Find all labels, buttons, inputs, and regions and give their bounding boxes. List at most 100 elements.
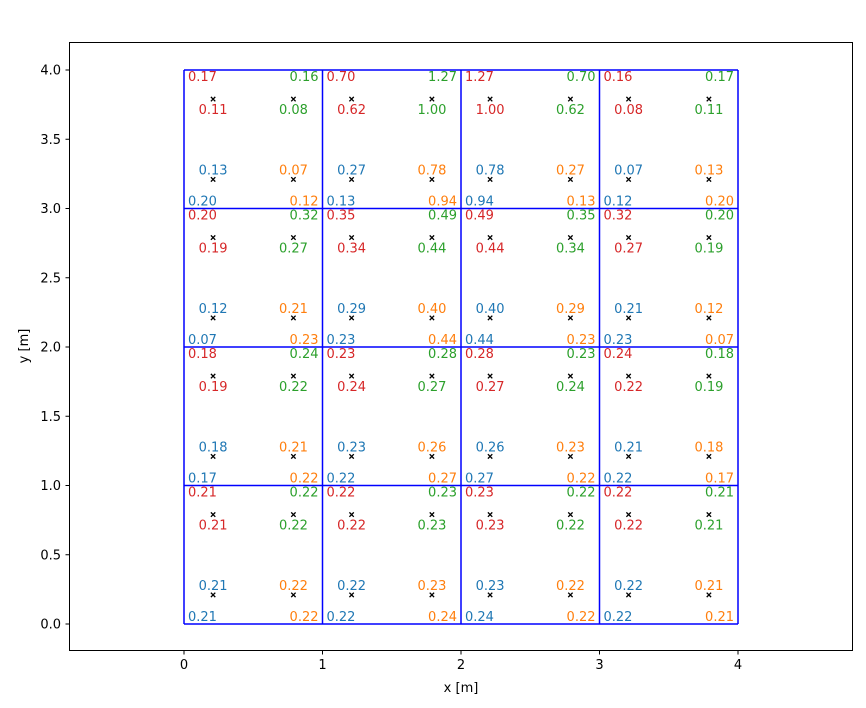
cell-1-1-marker-3	[348, 373, 355, 379]
cell-0-1-marker-label-bottom-left: 0.18	[199, 440, 228, 455]
cell-1-1-marker-label-top-left: 0.24	[337, 380, 366, 395]
cell-1-3-marker-1	[429, 176, 435, 183]
y-tick-label-3: 1.5	[40, 410, 61, 425]
axis-ticks: 0 1 2 3 4 0.0 0.5 1.0 1.5 2.0 2.5 3.0 3.5 4.0	[40, 64, 742, 674]
cell-0-3-marker-3	[210, 96, 216, 102]
cell-1-2-corner-bottom-left: 0.23	[327, 333, 356, 348]
cell-3-3-marker-3	[625, 96, 632, 102]
cell-2-3-marker-label-top-left: 1.00	[476, 103, 505, 118]
cell-3-2-marker-label-bottom-left: 0.21	[614, 302, 643, 317]
cell-3-0-marker-label-top-left: 0.22	[614, 519, 643, 534]
cell-3-3-marker-label-top-right: 0.11	[694, 103, 723, 118]
cell-2-3-marker-label-bottom-left: 0.78	[476, 163, 505, 178]
cell-3-1-marker-label-bottom-left: 0.21	[614, 440, 643, 455]
cell-3-2-marker-label-top-right: 0.19	[694, 242, 723, 257]
cell-1-3-marker-label-top-right: 1.00	[417, 103, 446, 118]
cell-0-1-marker-3	[210, 373, 216, 379]
cell-2-0-corner-top-left: 0.23	[465, 486, 494, 501]
cell-3-0-marker-3	[625, 511, 632, 518]
cell-3-2-marker-label-bottom-right: 0.12	[694, 302, 723, 317]
cell-0-1-marker-label-top-right: 0.22	[279, 380, 308, 395]
cell-1-2-corner-top-right: 0.49	[428, 209, 457, 224]
cell-0-0-marker-2	[290, 511, 297, 518]
cell-3-1-corner-bottom-right: 0.17	[705, 472, 734, 487]
cell-3-1-marker-2	[706, 373, 712, 379]
cell-0-3-marker-2	[290, 96, 297, 102]
cell-2-3-marker-2	[567, 96, 574, 102]
cell-2-1-marker-3	[487, 373, 493, 379]
cell-2-3-marker-label-bottom-right: 0.27	[556, 163, 585, 178]
x-tick-label-3: 3	[595, 658, 603, 673]
cell-3-3-marker-label-bottom-right: 0.13	[694, 163, 723, 178]
cell-2-1-corner-top-right: 0.23	[567, 347, 596, 362]
cell-2-3-marker-3	[487, 96, 493, 102]
y-axis-label: y [m]	[17, 329, 32, 364]
cell-2-1-corner-bottom-right: 0.22	[567, 472, 596, 487]
cell-1-1-corner-bottom-left: 0.22	[327, 472, 356, 487]
cell-1-0-marker-0	[348, 592, 355, 598]
cell-1-0-corner-bottom-right: 0.24	[428, 610, 457, 625]
cell-2-2-marker-label-top-right: 0.34	[556, 242, 585, 257]
cell-2-2-corner-bottom-left: 0.44	[465, 333, 494, 348]
cell-3-0-marker-2	[706, 511, 712, 518]
cell-1-2-corner-bottom-right: 0.44	[428, 333, 457, 348]
cell-0-1-corner-top-right: 0.24	[290, 347, 319, 362]
cell-2-0-marker-label-bottom-right: 0.22	[556, 579, 585, 594]
cell-1-1-marker-label-bottom-left: 0.23	[337, 440, 366, 455]
cell-0-1-marker-label-bottom-right: 0.21	[279, 440, 308, 455]
cell-2-2-marker-label-bottom-left: 0.40	[476, 302, 505, 317]
cell-0-3-marker-0	[210, 176, 216, 183]
cell-1-1-corner-top-left: 0.23	[327, 347, 356, 362]
cell-0-0-corner-bottom-left: 0.21	[188, 610, 217, 625]
cell-1-2-marker-label-top-left: 0.34	[337, 242, 366, 257]
cell-3-3-corner-bottom-left: 0.12	[604, 195, 633, 210]
x-axis-label: x [m]	[444, 681, 479, 696]
cell-3-0-corner-top-left: 0.22	[604, 486, 633, 501]
cell-2-1-marker-label-top-left: 0.27	[476, 380, 505, 395]
cell-0-3-marker-label-top-left: 0.11	[199, 103, 228, 118]
cell-2-2-corner-top-left: 0.49	[465, 209, 494, 224]
cell-0-2-marker-2	[290, 234, 297, 241]
cell-0-0-marker-label-top-left: 0.21	[199, 519, 228, 534]
cell-0-2-marker-label-top-right: 0.27	[279, 242, 308, 257]
cell-2-3-corner-bottom-right: 0.13	[567, 195, 596, 210]
cell-0-2-corner-top-right: 0.32	[290, 209, 319, 224]
cell-3-3-corner-bottom-right: 0.20	[705, 195, 734, 210]
cell-2-3-marker-0	[487, 176, 493, 183]
cell-1-0-marker-label-bottom-right: 0.23	[417, 579, 446, 594]
cell-1-2-marker-0	[348, 315, 355, 321]
x-tick-label-2: 2	[457, 658, 465, 673]
cell-2-1-corner-bottom-left: 0.27	[465, 472, 494, 487]
cell-1-2-marker-label-bottom-right: 0.40	[417, 302, 446, 317]
y-tick-label-0: 0.0	[40, 618, 61, 633]
cell-3-1-marker-1	[706, 453, 712, 460]
y-tick-label-6: 3.0	[40, 202, 61, 217]
cell-0-0-marker-label-top-right: 0.22	[279, 519, 308, 534]
cell-3-0-marker-label-bottom-right: 0.21	[694, 579, 723, 594]
cell-3-0-marker-1	[706, 592, 712, 598]
cell-3-0-corner-bottom-right: 0.21	[705, 610, 734, 625]
cell-3-1-marker-3	[625, 373, 632, 379]
cell-1-0-marker-label-top-left: 0.22	[337, 519, 366, 534]
cell-3-2-corner-bottom-left: 0.23	[604, 333, 633, 348]
cell-3-3-marker-1	[706, 176, 712, 183]
cell-1-3-corner-bottom-right: 0.94	[428, 195, 457, 210]
cell-3-2-marker-0	[625, 315, 632, 321]
cell-2-0-marker-label-top-right: 0.22	[556, 519, 585, 534]
cell-0-3-corner-top-right: 0.16	[290, 70, 319, 85]
cell-1-0-marker-1	[429, 592, 435, 598]
cell-2-2-marker-2	[567, 234, 574, 241]
cell-0-0-marker-label-bottom-right: 0.22	[279, 579, 308, 594]
y-tick-label-8: 4.0	[40, 64, 61, 79]
cell-3-3-marker-0	[625, 176, 632, 183]
cell-0-0-marker-3	[210, 511, 216, 518]
cell-0-0-corner-top-left: 0.21	[188, 486, 217, 501]
cell-1-3-corner-top-right: 1.27	[428, 70, 457, 85]
cell-1-0-corner-bottom-left: 0.22	[327, 610, 356, 625]
cell-1-0-corner-top-left: 0.22	[327, 486, 356, 501]
cell-0-0-corner-top-right: 0.22	[290, 486, 319, 501]
cell-2-2-marker-label-bottom-right: 0.29	[556, 302, 585, 317]
cell-3-1-marker-0	[625, 453, 632, 460]
cell-0-1-corner-bottom-left: 0.17	[188, 472, 217, 487]
